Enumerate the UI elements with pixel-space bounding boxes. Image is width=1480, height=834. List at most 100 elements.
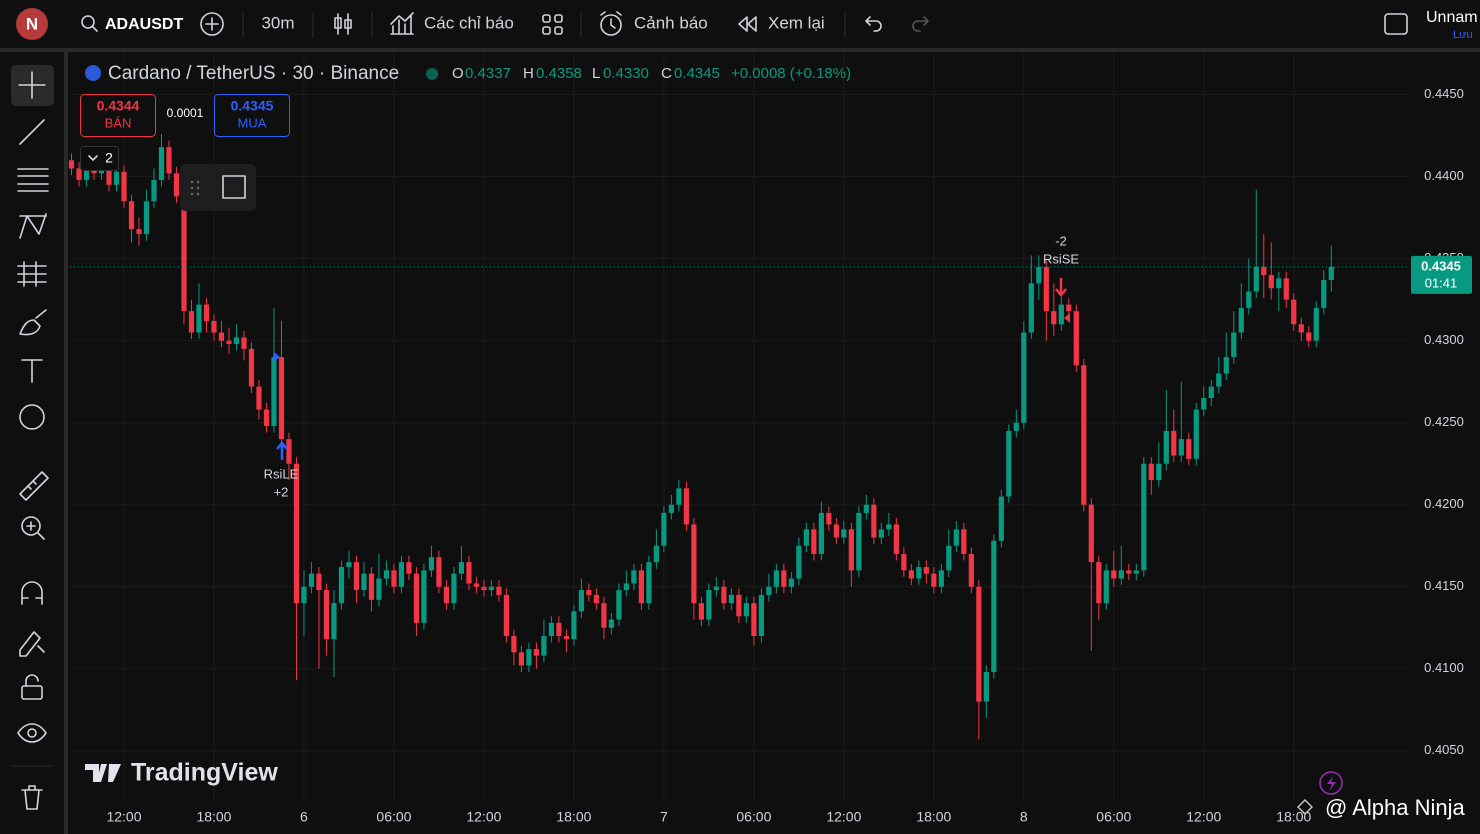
pattern-tool[interactable] xyxy=(19,213,47,239)
candle-body xyxy=(1276,278,1282,289)
fib-tool[interactable] xyxy=(17,168,49,192)
candle-body xyxy=(166,147,172,174)
candle-body xyxy=(758,594,764,636)
alerts-button[interactable]: Cảnh báo xyxy=(600,11,708,36)
visibility-tool[interactable] xyxy=(17,723,47,743)
candle-body xyxy=(646,562,652,604)
spread: 0.0001 xyxy=(167,106,204,120)
candle-body xyxy=(983,672,989,702)
ruler-tool[interactable] xyxy=(19,471,49,501)
candle-body xyxy=(1193,409,1199,459)
emoji-tool[interactable] xyxy=(19,404,45,430)
interval[interactable]: 30m xyxy=(261,13,294,32)
ohlc-key: O xyxy=(452,65,464,82)
candle-body xyxy=(1081,365,1087,505)
signal-short: -2 RsiSE xyxy=(1043,233,1079,323)
candle-body xyxy=(1238,307,1244,333)
candle-body xyxy=(743,603,749,617)
candle-body xyxy=(496,586,502,595)
buy-button[interactable]: 0.4345 MUA xyxy=(214,94,290,137)
y-tick-label: 0.4300 xyxy=(1424,332,1464,347)
candle-body xyxy=(773,570,779,587)
candle-body xyxy=(931,573,937,587)
chart-type-button[interactable] xyxy=(334,13,352,35)
x-tick-label: 8 xyxy=(1020,809,1028,825)
candle-body xyxy=(698,603,704,620)
candle-body xyxy=(391,570,397,587)
candle-body xyxy=(316,573,322,591)
quantity-dropdown[interactable]: 2 xyxy=(80,146,119,171)
candle-body xyxy=(706,590,712,620)
layout-name[interactable]: Unnam xyxy=(1426,9,1478,26)
y-tick-label: 0.4450 xyxy=(1424,86,1464,101)
lock-drawings-tool[interactable] xyxy=(19,631,45,657)
candle-body xyxy=(196,304,202,333)
brush-tool[interactable] xyxy=(19,309,47,336)
candle-body xyxy=(848,529,854,571)
candle-body xyxy=(616,590,622,620)
indicators-button[interactable]: Các chỉ báo xyxy=(390,12,514,35)
candle-body xyxy=(1246,291,1252,308)
candle-body xyxy=(548,622,555,636)
y-tick-label: 0.4100 xyxy=(1424,660,1464,675)
candle-body xyxy=(541,635,547,656)
candle-body xyxy=(833,524,839,538)
crosshair-tool[interactable] xyxy=(18,71,46,99)
x-tick-label: 18:00 xyxy=(556,809,591,825)
left-tools xyxy=(10,65,54,810)
buy-price: 0.4345 xyxy=(231,98,274,114)
indicators-label: Các chỉ báo xyxy=(424,13,514,32)
candle-body xyxy=(946,545,952,571)
signal-name: RsiSE xyxy=(1043,251,1079,266)
candle-body xyxy=(736,594,742,617)
alerts-label: Cảnh báo xyxy=(634,13,708,32)
ohlc-key: L xyxy=(592,65,600,82)
forecast-tool[interactable] xyxy=(17,261,47,287)
trendline-tool[interactable] xyxy=(19,119,45,145)
candle-body xyxy=(1268,275,1274,289)
save-label[interactable]: Lưu xyxy=(1453,29,1473,41)
candle-body xyxy=(263,409,270,426)
candle-body xyxy=(968,553,974,587)
zoom-icon xyxy=(26,521,45,540)
candle-body xyxy=(136,229,142,235)
lock-tool[interactable] xyxy=(21,685,43,700)
y-tick-label: 0.4150 xyxy=(1424,578,1464,593)
avatar[interactable] xyxy=(16,8,48,40)
candle-body xyxy=(436,557,442,587)
quantity: 2 xyxy=(105,150,113,166)
undo-button[interactable] xyxy=(865,16,882,32)
candle-body xyxy=(1261,266,1267,276)
candle-body xyxy=(488,586,495,591)
symbol: ADAUSDT xyxy=(105,16,183,33)
redo-button[interactable] xyxy=(912,16,929,32)
replay-button[interactable]: Xem lại xyxy=(738,13,825,32)
candle-body xyxy=(233,337,240,344)
avatar-letter: N xyxy=(26,14,38,33)
compare-button[interactable] xyxy=(200,12,224,36)
candle-body xyxy=(1111,570,1117,579)
symbol-search[interactable]: ADAUSDT xyxy=(81,15,183,33)
sell-button[interactable]: 0.4344 BÁN xyxy=(80,94,156,137)
candle-body xyxy=(241,337,247,349)
candle-body xyxy=(953,529,959,546)
magnet-tool[interactable] xyxy=(21,581,43,605)
candle-body xyxy=(676,488,682,505)
candle-body xyxy=(976,586,982,702)
layouts-button[interactable] xyxy=(542,14,563,35)
signal-qty: -2 xyxy=(1055,233,1067,248)
candle-body xyxy=(1013,422,1019,431)
candle-body xyxy=(1171,430,1177,456)
rectangle-tool[interactable] xyxy=(222,175,246,199)
text-tool[interactable] xyxy=(21,359,43,383)
candle-body xyxy=(1051,311,1057,325)
candle-body xyxy=(1186,439,1192,459)
layout-icon[interactable] xyxy=(1384,13,1408,35)
candle-body xyxy=(1133,570,1139,574)
y-tick-label: 0.4250 xyxy=(1424,414,1464,429)
candle-body xyxy=(173,173,180,197)
zoom-tool[interactable] xyxy=(21,516,41,536)
delete-tool[interactable] xyxy=(21,785,43,810)
candle-body xyxy=(781,570,787,587)
